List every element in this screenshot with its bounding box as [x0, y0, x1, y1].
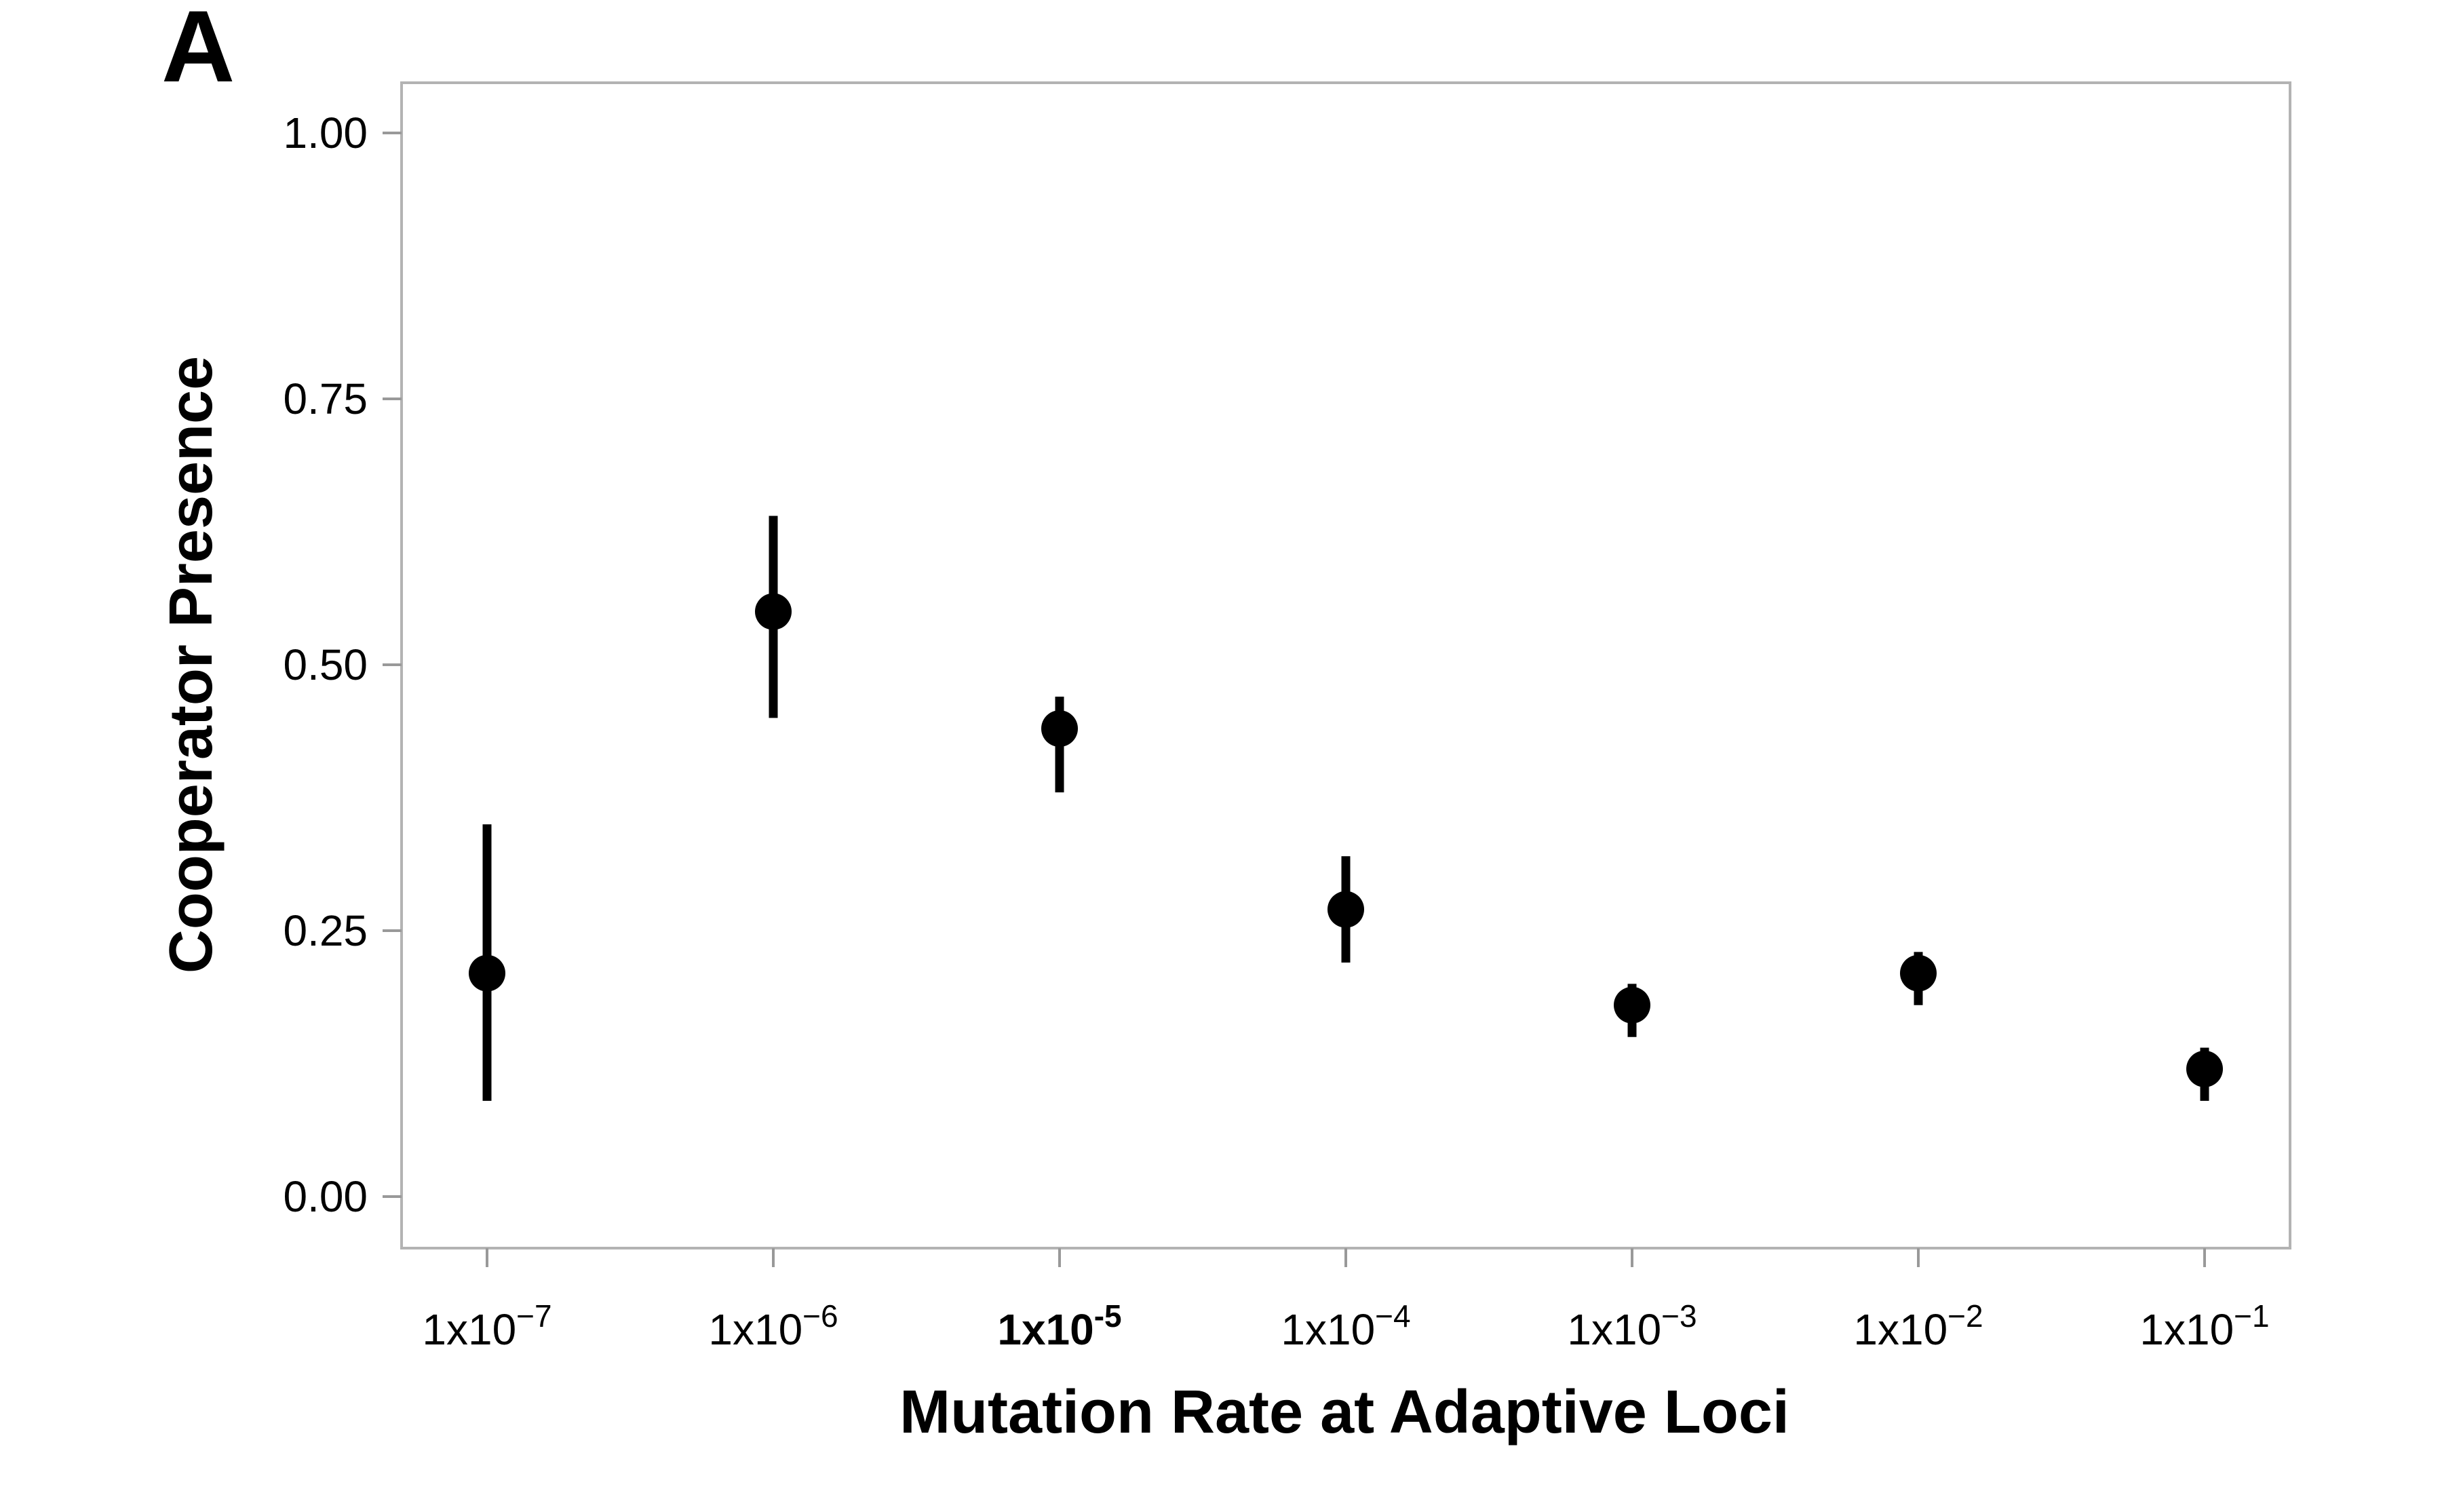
y-tick-label: 0.50	[283, 640, 368, 689]
x-tick-label: 1x10−2	[1853, 1298, 1983, 1354]
y-tick-label: 0.00	[283, 1172, 368, 1221]
data-point	[1327, 891, 1364, 928]
data-point	[1041, 710, 1078, 748]
y-axis-title: Cooperator Presence	[157, 356, 225, 973]
x-tick-label: 1x10−7	[422, 1298, 551, 1354]
data-point	[1900, 954, 1937, 992]
data-point	[469, 954, 505, 992]
x-axis: 1x10−7 1x10−6 1x10-5 1x10−4 1x10−3 1x10−2 1x10…	[422, 1248, 2270, 1354]
data-point	[1614, 986, 1650, 1024]
panel-label: A	[161, 0, 235, 103]
x-axis-title: Mutation Rate at Adaptive Loci	[899, 1378, 1789, 1446]
data-point	[2186, 1050, 2223, 1087]
y-axis: 0.00 0.25 0.50 0.75 1.00	[283, 109, 402, 1221]
x-tick-label: 1x10−4	[1281, 1298, 1410, 1354]
x-tick-label: 1x10−1	[2139, 1298, 2269, 1354]
x-tick-label: 1x10-5	[997, 1298, 1121, 1354]
y-tick-label: 1.00	[283, 109, 368, 157]
data-point	[755, 593, 792, 630]
x-tick-label: 1x10−6	[708, 1298, 838, 1354]
x-tick-label: 1x10−3	[1567, 1298, 1697, 1354]
data-series	[469, 516, 2223, 1101]
y-tick-label: 0.25	[283, 906, 368, 955]
y-tick-label: 0.75	[283, 374, 368, 423]
plot-frame	[400, 81, 2291, 1249]
